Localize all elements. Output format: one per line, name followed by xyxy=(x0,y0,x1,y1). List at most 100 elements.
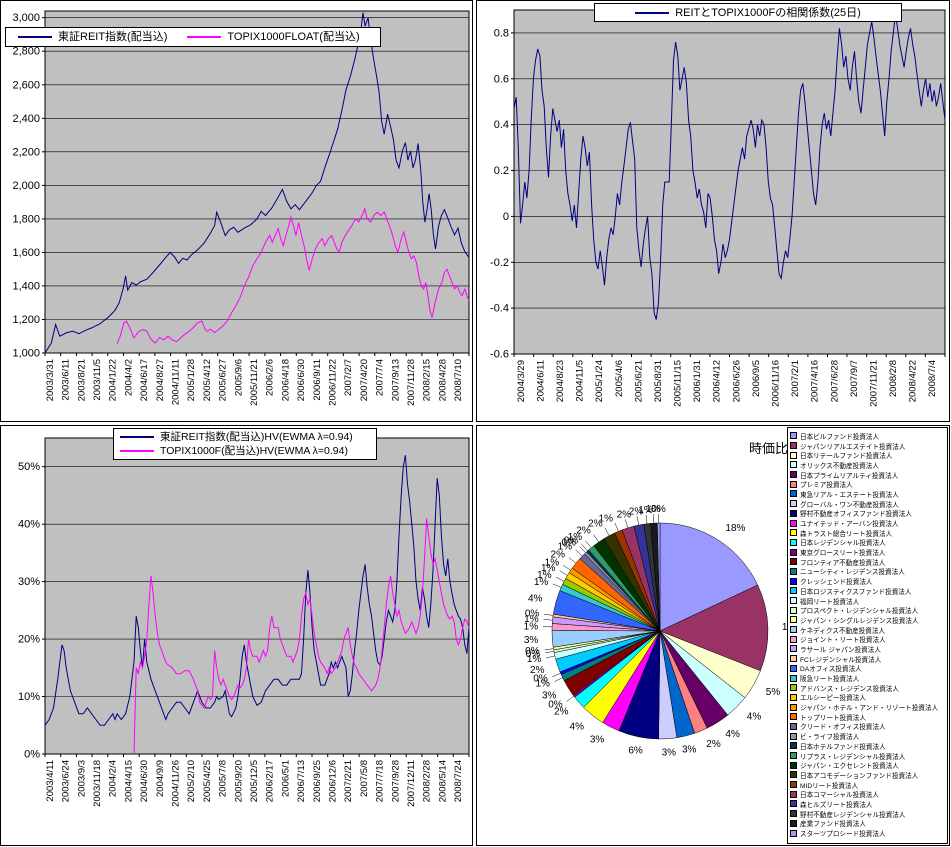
pie-legend-item: ジョイント・リート投資法人 xyxy=(790,634,946,644)
x-tick-label: 2007/9/28 xyxy=(390,760,401,802)
pie-percent-label: 1% xyxy=(527,654,542,665)
x-tick-label: 2004/11/11 xyxy=(171,359,182,405)
pie-label-leader xyxy=(585,540,592,548)
pie-percent-label: 2% xyxy=(554,707,569,718)
pie-percent-label: 0% xyxy=(561,538,576,549)
x-tick-label: 2007/11/21 xyxy=(868,360,879,407)
pie-percent-label: 0% xyxy=(548,700,563,711)
legend-name: プロスペクト・レジデンシャル投資法人 xyxy=(800,608,919,616)
y-tick-label: 0.4 xyxy=(494,119,509,131)
x-tick-label: 2006/9/11 xyxy=(312,359,323,401)
pie-slice-0 xyxy=(659,522,759,632)
x-tick-label: 2007/6/28 xyxy=(829,360,840,402)
legend-swatch xyxy=(790,800,797,808)
legend-label: 東証REIT指数(配当込)HV(EWMA λ=0.94) xyxy=(160,431,353,443)
legend-swatch xyxy=(790,587,797,595)
legend-name: アドバンス・レジデンス投資法人 xyxy=(800,685,899,693)
legend-entry: 東証REIT指数(配当込)HV(EWMA λ=0.94) xyxy=(120,430,353,444)
pie-label-leader xyxy=(568,557,577,564)
plot-area xyxy=(44,437,470,755)
pie-legend-item: ユナイテッド・アーバン投資法人 xyxy=(790,518,946,528)
pie-legend-item: ジャパンリアルエステイト投資法人 xyxy=(790,441,946,450)
x-tick-label: 2006/5/1 xyxy=(280,760,291,797)
legend-name: 野村不動産オフィスファンド投資法人 xyxy=(800,511,912,519)
pie-label-leader xyxy=(593,534,599,543)
pie-percent-label: 3% xyxy=(590,735,605,746)
pie-label-leader xyxy=(604,527,610,536)
pie-legend-item: MIDリート投資法人 xyxy=(790,780,946,789)
legend-swatch xyxy=(790,548,797,556)
legend-label: TOPIX1000FLOAT(配当込) xyxy=(227,31,360,43)
pie-percent-label: 2% xyxy=(629,506,644,517)
pie-percent-label: 2% xyxy=(530,665,545,676)
pie-percent-label: 3% xyxy=(524,635,539,646)
x-tick-label: 2007/2/1 xyxy=(790,360,801,397)
legend-name: トップリート投資法人 xyxy=(800,714,866,722)
legend-label: REITとTOPIX1000Fの相関係数(25日) xyxy=(675,6,861,19)
legend-entry: TOPIX1000F(配当込)HV(EWMA λ=0.94) xyxy=(120,444,348,458)
market-cap-pie-plot: 18%13%5%4%4%2%3%3%6%3%4%2%0%3%1%0%2%1%0%… xyxy=(524,504,802,759)
y-tick-label: 0.8 xyxy=(494,27,509,39)
legend-name: 日本ロジスティクスファンド投資法人 xyxy=(800,588,912,596)
x-tick-label: 2008/7/4 xyxy=(927,360,938,397)
pie-percent-label: 2% xyxy=(588,518,603,529)
x-tick-label: 2005/11/15 xyxy=(673,360,684,407)
x-tick-label: 2005/1/24 xyxy=(594,360,605,402)
legend-name: 日本ホテルファンド投資法人 xyxy=(800,743,886,751)
legend-swatch xyxy=(790,509,797,517)
legend-swatch xyxy=(790,829,797,837)
pie-legend-item: 野村不動産レジデンシャル投資法人 xyxy=(790,809,946,819)
legend-swatch xyxy=(790,761,797,769)
pie-legend-item: 日本ロジスティクスファンド投資法人 xyxy=(790,586,946,596)
series-line-0 xyxy=(513,14,946,320)
legend-name: 日本レジデンシャル投資法人 xyxy=(800,540,886,548)
pie-legend-item: ジャパン・シングルレジデンス投資法人 xyxy=(790,615,946,625)
legend-swatch xyxy=(790,693,797,701)
x-tick-label: 2004/3/29 xyxy=(516,360,527,402)
pie-label-leader xyxy=(614,522,619,532)
panel-reit-index-chart: 3,000 2,800 2,600 2,400 2,200 2,000 1,800 1,600… xyxy=(0,0,473,422)
pie-label-leader xyxy=(624,519,629,528)
legend-swatch xyxy=(790,626,797,634)
x-tick-label: 2008/2/28 xyxy=(422,760,433,802)
legend-name: クレッシェンド投資法人 xyxy=(800,579,873,586)
pie-percent-label: 3% xyxy=(682,744,697,755)
x-tick-label: 2004/11/26 xyxy=(171,760,182,807)
legend-swatch xyxy=(790,790,797,798)
x-tick-label: 2006/1/31 xyxy=(692,360,703,402)
legend-name: リプラス・レジデンシャル投資法人 xyxy=(800,753,906,761)
legend-name: 東京グロースリート投資法人 xyxy=(800,550,886,557)
x-tick-label: 2005/8/31 xyxy=(653,360,664,402)
pie-percent-label: 0% xyxy=(526,649,541,660)
x-tick-label: 2004/6/30 xyxy=(139,760,150,802)
y-tick-label: 1,200 xyxy=(12,314,40,326)
y-tick-label: 0 xyxy=(503,211,509,223)
pie-legend-item: 森トラスト総合リート投資法人 xyxy=(790,528,946,538)
pie-label-leader xyxy=(543,619,553,621)
x-tick-label: 2003/8/21 xyxy=(76,359,87,401)
x-tick-label: 2006/2/17 xyxy=(265,760,276,802)
pie-legend-item: ジャパン・ホテル・アンド・リゾート投資法人 xyxy=(790,702,946,712)
x-tick-label: 2004/4/2 xyxy=(123,359,134,396)
y-tick-label: 2,400 xyxy=(12,113,40,125)
pie-percent-label: 6% xyxy=(628,746,643,757)
legend-name: 森ヒルズリート投資法人 xyxy=(800,801,873,809)
pie-percent-label: 1% xyxy=(599,513,614,524)
x-tick-label: 2003/11/5 xyxy=(92,359,103,401)
legend-swatch xyxy=(790,771,797,779)
line-sample-correlation xyxy=(635,11,670,14)
pie-label-leader xyxy=(554,677,563,682)
pie-legend-item: アドバンス・レジデンス投資法人 xyxy=(790,683,946,693)
pie-label-leader xyxy=(555,576,565,582)
pie-legend-item: クリード・オフィス投資法人 xyxy=(790,722,946,731)
legend-swatch xyxy=(790,645,797,653)
pie-percent-label: 0% xyxy=(564,536,579,547)
pie-label-leader xyxy=(579,546,586,553)
pie-legend-item: エルシーピー投資法人 xyxy=(790,693,946,702)
x-tick-label: 2006/11/22 xyxy=(328,359,339,406)
x-tick-label: 2007/7/4 xyxy=(375,359,386,396)
pie-label-leader xyxy=(552,673,561,678)
pie-label-leader xyxy=(563,564,571,571)
x-tick-label: 2004/9/9 xyxy=(155,760,166,797)
x-tick-label: 2008/7/10 xyxy=(453,359,464,401)
